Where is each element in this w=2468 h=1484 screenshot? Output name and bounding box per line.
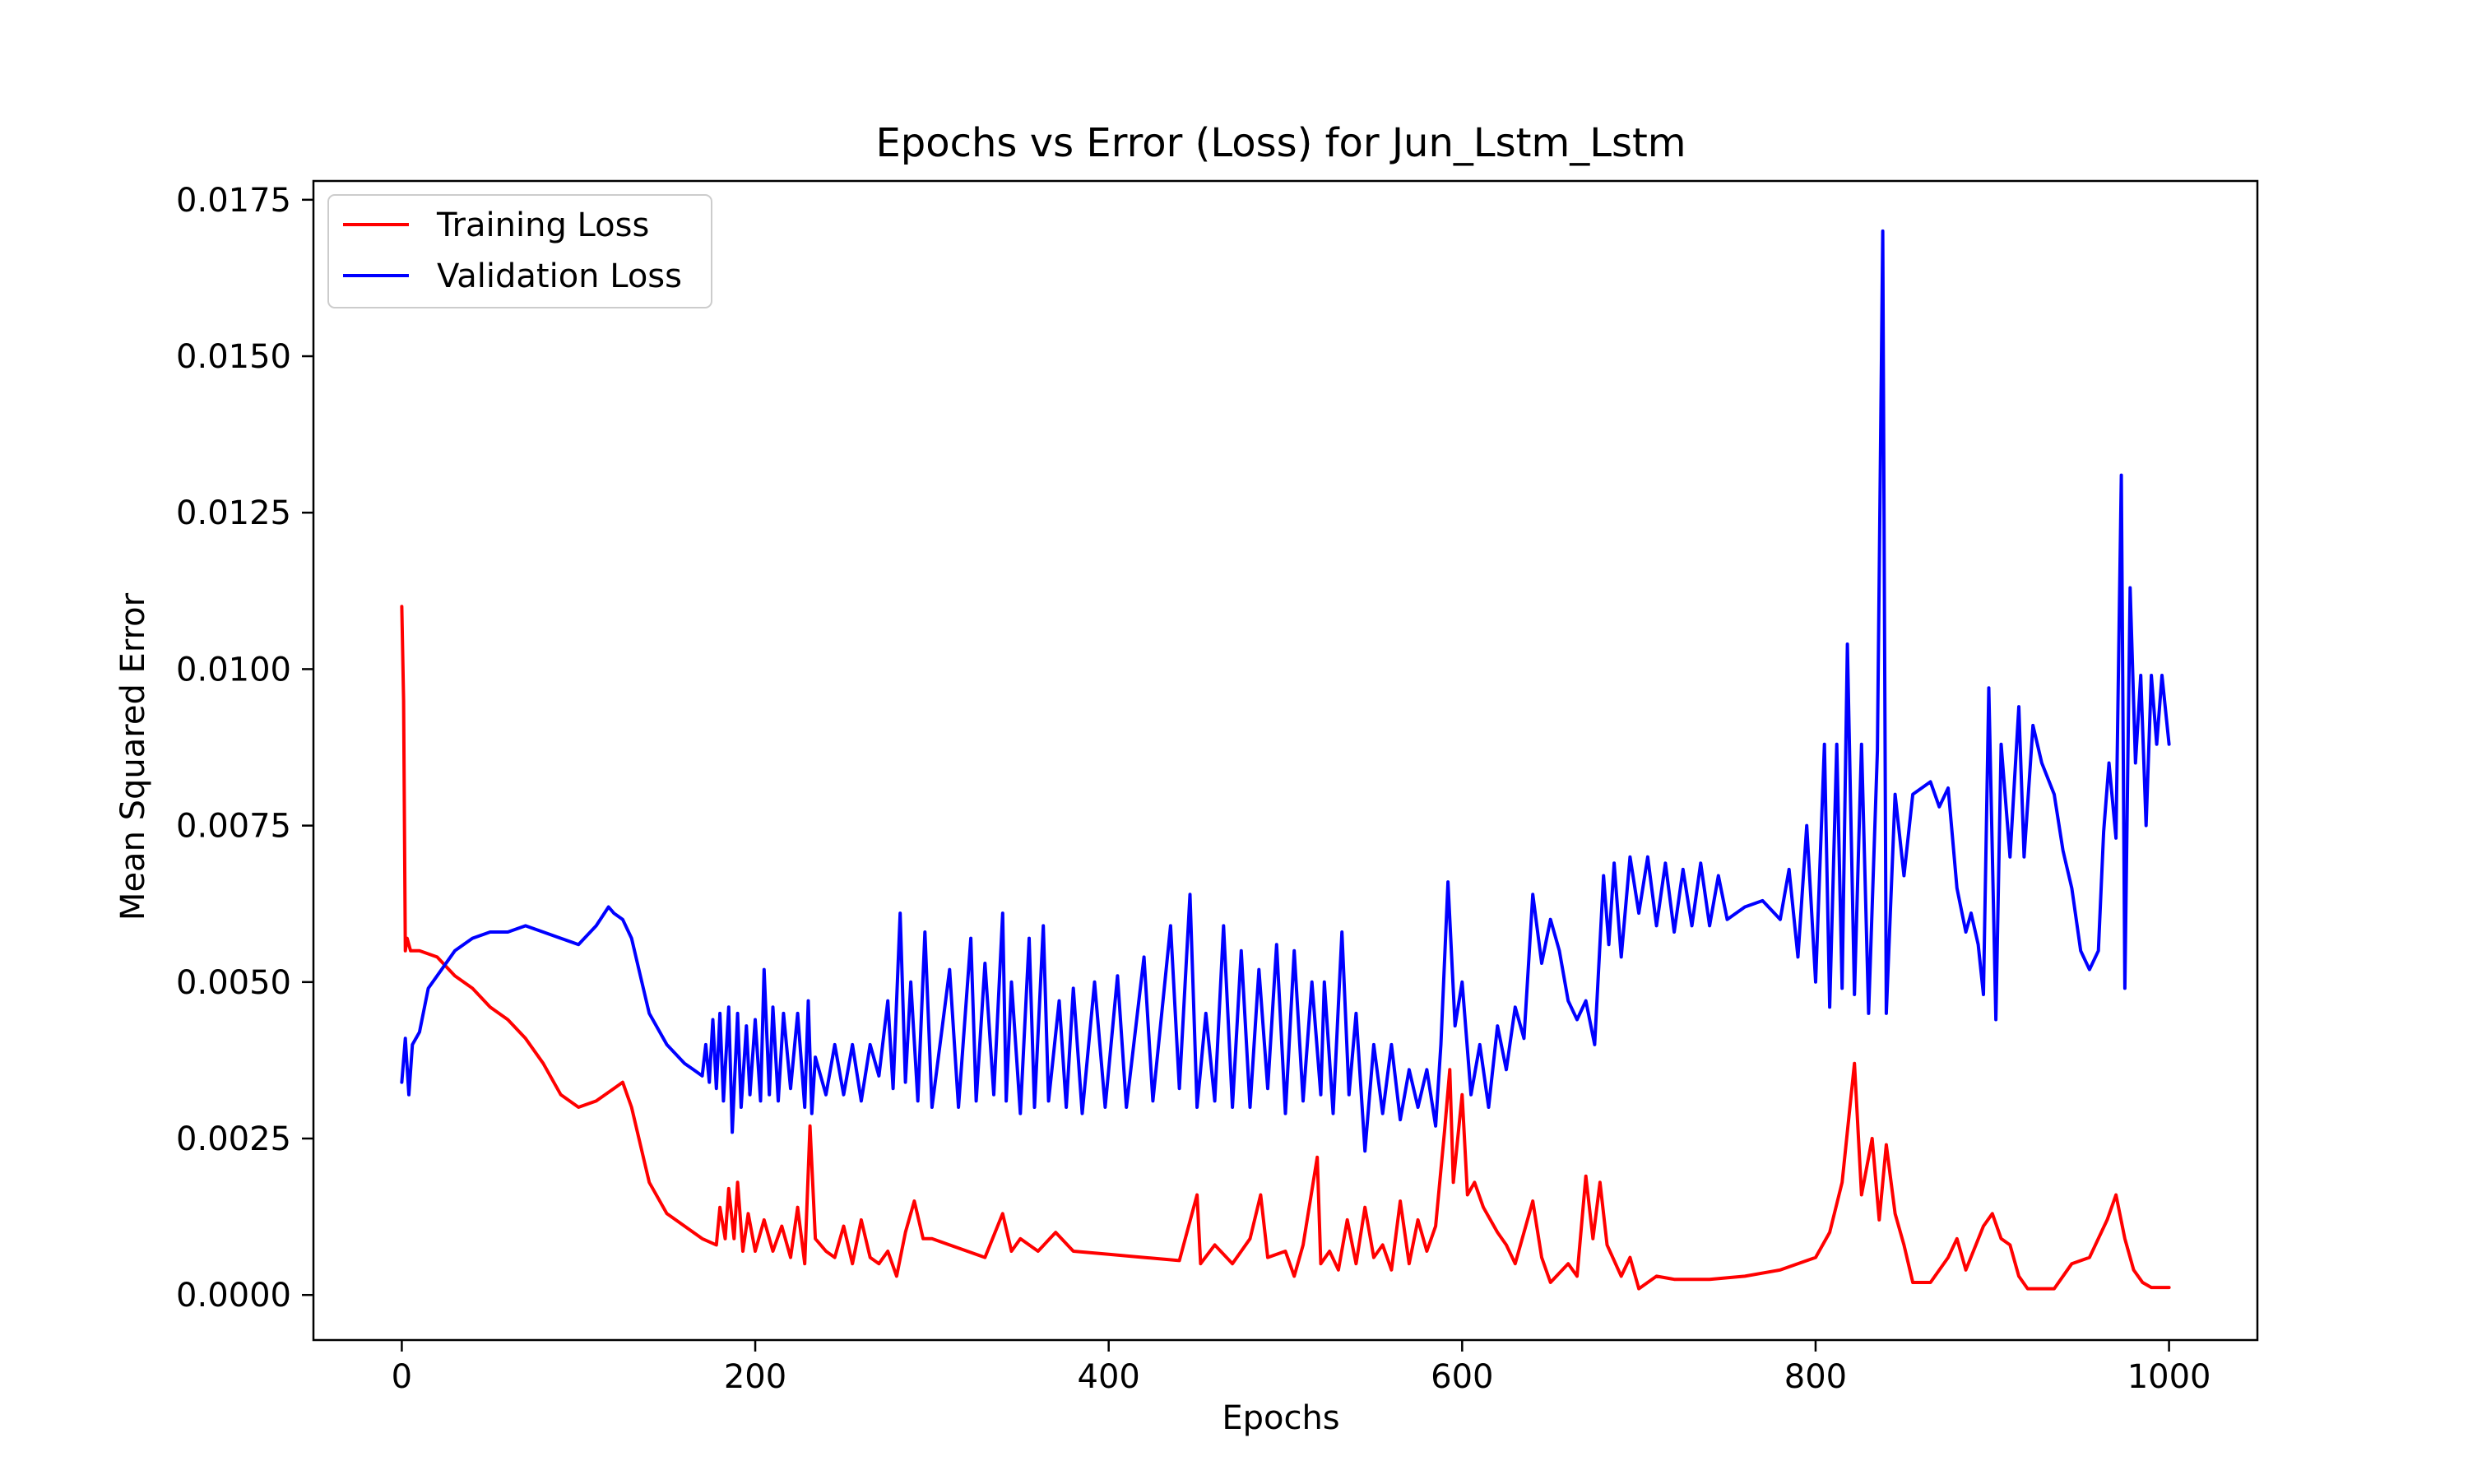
x-tick-label: 0 xyxy=(392,1358,412,1396)
y-tick-label: 0.0025 xyxy=(176,1120,291,1158)
y-tick-label: 0.0100 xyxy=(176,651,291,689)
x-tick-label: 400 xyxy=(1078,1358,1140,1396)
plot-area: 0 200 400 600 800 1000 0.0000 0.0025 0.0050 0.007… xyxy=(176,179,2259,1396)
y-tick-label: 0.0000 xyxy=(176,1277,291,1315)
series-line-validation-loss xyxy=(400,229,2171,1153)
x-tick-label: 200 xyxy=(724,1358,786,1396)
series-line-training-loss xyxy=(400,605,2171,1291)
x-tick-label: 800 xyxy=(1784,1358,1847,1396)
chart-legend: Training Loss Validation Loss xyxy=(327,194,712,308)
legend-box xyxy=(327,194,712,308)
plot-frame xyxy=(312,179,2259,1342)
y-tick-label: 0.0175 xyxy=(176,182,291,220)
y-tick-label: 0.0150 xyxy=(176,338,291,376)
x-axis-label: Epochs xyxy=(1222,1399,1339,1437)
y-tick-label: 0.0050 xyxy=(176,964,291,1002)
legend-label-validation-loss: Validation Loss xyxy=(437,257,682,295)
chart-title: Epochs vs Error (Loss) for Jun_Lstm_Lstm xyxy=(875,120,1686,166)
y-tick-label: 0.0125 xyxy=(176,494,291,532)
y-axis-label: Mean Squared Error xyxy=(114,592,152,921)
x-tick-label: 600 xyxy=(1431,1358,1493,1396)
y-tick-label: 0.0075 xyxy=(176,808,291,846)
x-tick-label: 1000 xyxy=(2127,1358,2211,1396)
legend-label-training-loss: Training Loss xyxy=(436,206,649,244)
